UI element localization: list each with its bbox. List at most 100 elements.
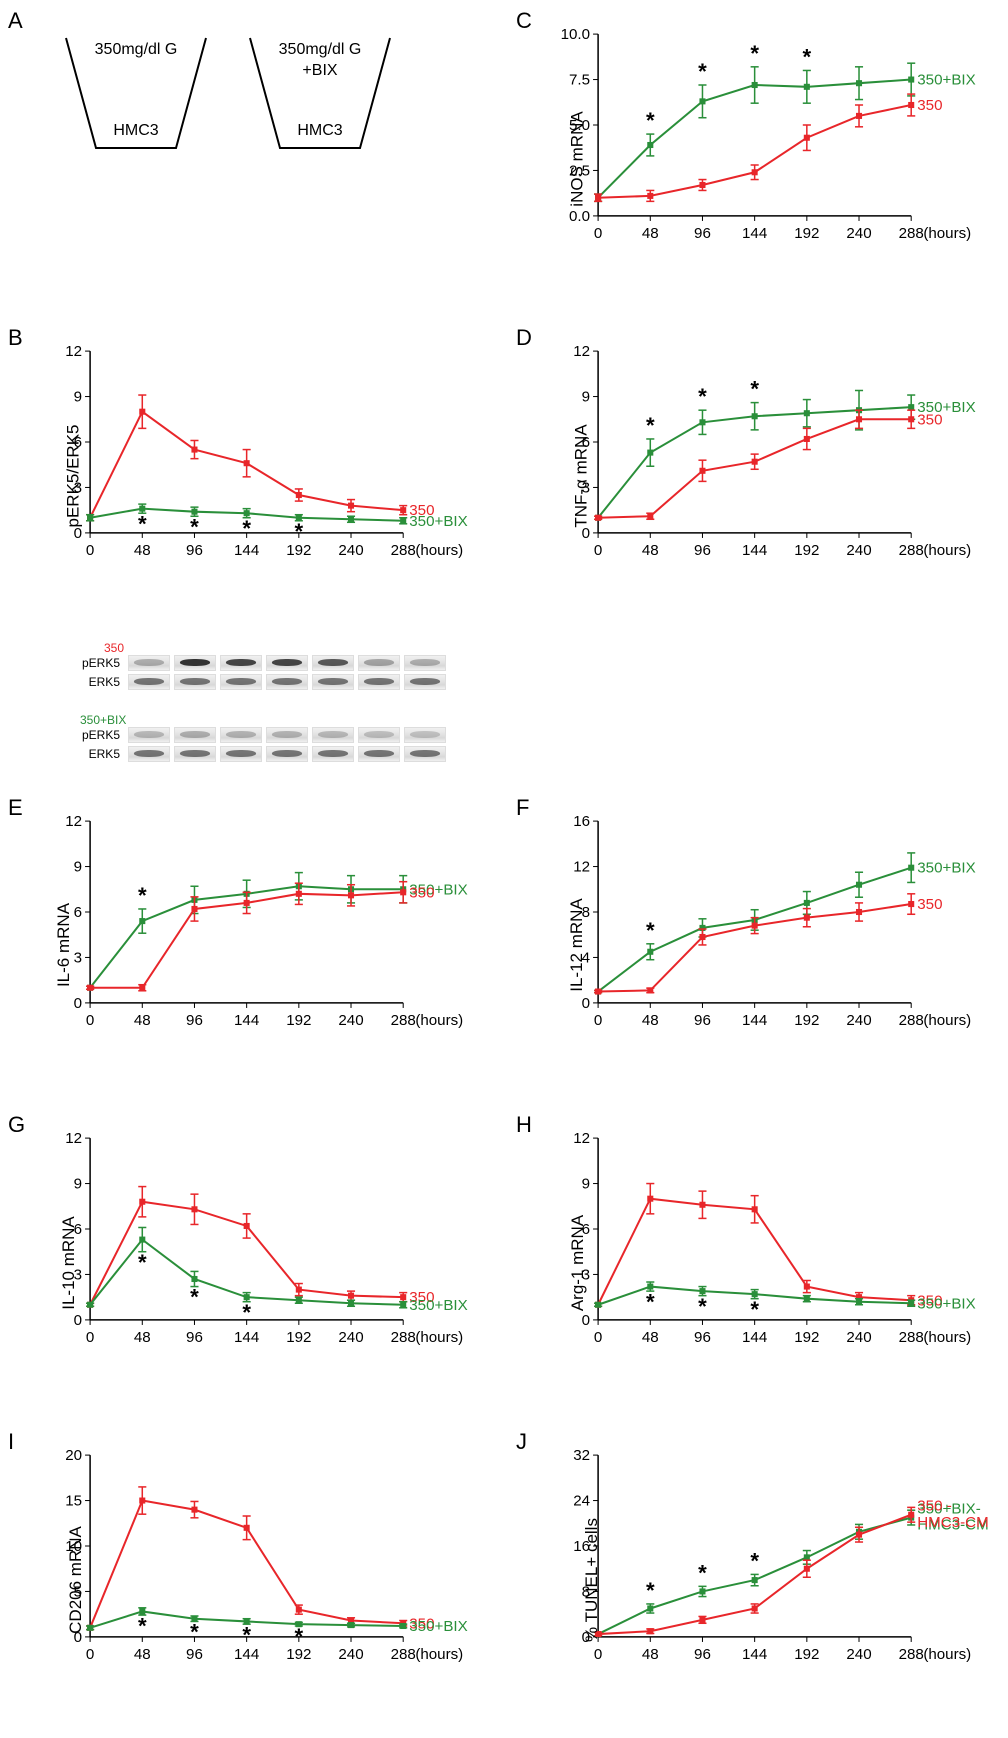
beaker-2-bottom: HMC3 — [240, 122, 400, 140]
svg-text:144: 144 — [234, 1646, 259, 1663]
blot-band — [128, 674, 170, 690]
beaker-1-top: 350mg/dl G — [56, 40, 216, 61]
blot-band — [404, 655, 446, 671]
svg-text:12: 12 — [65, 1130, 82, 1147]
svg-text:350+BIX: 350+BIX — [917, 1295, 975, 1312]
svg-text:12: 12 — [573, 1130, 590, 1147]
panel-d-chart: 03691204896144192240288(hours)350+BIX350… — [588, 341, 992, 573]
svg-text:96: 96 — [694, 1646, 711, 1663]
blot-group-label: 350+BIX — [80, 713, 124, 727]
svg-text:7.5: 7.5 — [569, 72, 590, 89]
svg-text:(hours): (hours) — [415, 1012, 463, 1029]
svg-text:9: 9 — [74, 389, 82, 406]
svg-text:350+BIX: 350+BIX — [409, 1618, 467, 1635]
figure-grid: A 350mg/dl G HMC3 350mg/dl G +BIX HMC3 C… — [16, 16, 992, 1722]
svg-text:(hours): (hours) — [923, 1329, 971, 1346]
svg-text:3: 3 — [74, 949, 82, 966]
svg-text:192: 192 — [794, 1646, 819, 1663]
svg-text:*: * — [138, 512, 147, 537]
panel-i-ylabel: CD206 mRNA — [66, 1526, 86, 1634]
svg-text:15: 15 — [65, 1493, 82, 1510]
blot-band — [266, 727, 308, 743]
panel-d-ylabel: TNF-α mRNA — [572, 424, 592, 527]
blot-band — [312, 655, 354, 671]
svg-text:*: * — [646, 1578, 655, 1603]
svg-text:350+BIX: 350+BIX — [917, 72, 975, 89]
svg-text:48: 48 — [642, 1646, 659, 1663]
svg-text:*: * — [242, 1300, 251, 1325]
svg-text:288: 288 — [391, 1329, 416, 1346]
panel-a-label: A — [8, 8, 23, 34]
svg-text:0: 0 — [74, 995, 82, 1012]
panel-d: D TNF-α mRNA 03691204896144192240288(hou… — [524, 333, 992, 770]
panel-h-chart: 03691204896144192240288(hours)350350+BIX… — [588, 1128, 992, 1360]
svg-text:0: 0 — [582, 1312, 590, 1329]
svg-text:*: * — [242, 516, 251, 541]
svg-text:192: 192 — [794, 542, 819, 559]
svg-text:240: 240 — [338, 1329, 363, 1346]
svg-text:240: 240 — [846, 1646, 871, 1663]
blot-band — [266, 746, 308, 762]
svg-text:*: * — [698, 59, 707, 84]
svg-text:(hours): (hours) — [923, 225, 971, 242]
panel-i: I CD206 mRNA 0510152004896144192240288(h… — [16, 1437, 484, 1722]
blot-band — [174, 727, 216, 743]
svg-text:*: * — [138, 1250, 147, 1275]
blot-band — [220, 674, 262, 690]
svg-text:48: 48 — [134, 1646, 151, 1663]
panel-j-ylabel: % TUNEL+ cells — [582, 1518, 602, 1642]
svg-text:0: 0 — [86, 1329, 94, 1346]
svg-text:144: 144 — [234, 1012, 259, 1029]
svg-text:*: * — [138, 1613, 147, 1638]
svg-text:350 -: 350 - — [917, 1498, 951, 1515]
svg-text:12: 12 — [65, 343, 82, 360]
beaker-1: 350mg/dl G HMC3 — [56, 28, 216, 168]
svg-text:288: 288 — [899, 1329, 924, 1346]
svg-text:20: 20 — [65, 1447, 82, 1464]
svg-text:9: 9 — [582, 389, 590, 406]
svg-text:144: 144 — [742, 542, 767, 559]
svg-text:(hours): (hours) — [923, 542, 971, 559]
svg-text:350+BIX: 350+BIX — [409, 513, 467, 530]
panel-j-chart: 0816243204896144192240288(hours)350+BIX-… — [588, 1445, 992, 1677]
svg-text:192: 192 — [794, 225, 819, 242]
panel-g: G IL-10 mRNA 03691204896144192240288(hou… — [16, 1120, 484, 1405]
blot-band — [128, 746, 170, 762]
blot-band — [128, 655, 170, 671]
svg-text:*: * — [750, 377, 759, 402]
panel-i-label: I — [8, 1429, 14, 1455]
svg-text:0: 0 — [582, 995, 590, 1012]
panel-f: F IL-12 mRNA 048121604896144192240288(ho… — [524, 803, 992, 1088]
panel-e-chart: 03691204896144192240288(hours)350+BIX350… — [80, 811, 484, 1043]
svg-text:96: 96 — [694, 1012, 711, 1029]
panel-b-ylabel: pERK5/ERK5 — [64, 424, 84, 527]
blot-band — [358, 727, 400, 743]
svg-text:144: 144 — [742, 1012, 767, 1029]
blot-band — [404, 674, 446, 690]
panel-e: E IL-6 mRNA 03691204896144192240288(hour… — [16, 803, 484, 1088]
svg-text:0: 0 — [594, 225, 602, 242]
svg-text:*: * — [646, 1289, 655, 1314]
svg-text:240: 240 — [846, 225, 871, 242]
svg-text:48: 48 — [134, 542, 151, 559]
svg-text:288: 288 — [899, 225, 924, 242]
svg-text:0: 0 — [594, 1646, 602, 1663]
svg-text:240: 240 — [338, 1012, 363, 1029]
svg-text:9: 9 — [74, 1175, 82, 1192]
beaker-2: 350mg/dl G +BIX HMC3 — [240, 28, 400, 168]
svg-text:0.0: 0.0 — [569, 208, 590, 225]
svg-text:96: 96 — [694, 542, 711, 559]
beaker-2-top: 350mg/dl G +BIX — [240, 40, 400, 82]
svg-text:192: 192 — [286, 542, 311, 559]
panel-f-chart: 048121604896144192240288(hours)350+BIX35… — [588, 811, 992, 1043]
panel-b-chart: 03691204896144192240288(hours)350350+BIX… — [80, 341, 484, 573]
blot-band — [174, 746, 216, 762]
svg-text:(hours): (hours) — [415, 542, 463, 559]
blot-band — [266, 655, 308, 671]
svg-text:0: 0 — [594, 542, 602, 559]
blot-row: pERK5 — [80, 655, 446, 671]
svg-text:*: * — [138, 883, 147, 908]
svg-text:*: * — [803, 44, 812, 69]
panel-h: H Arg-1 mRNA 03691204896144192240288(hou… — [524, 1120, 992, 1405]
blot-band — [404, 727, 446, 743]
